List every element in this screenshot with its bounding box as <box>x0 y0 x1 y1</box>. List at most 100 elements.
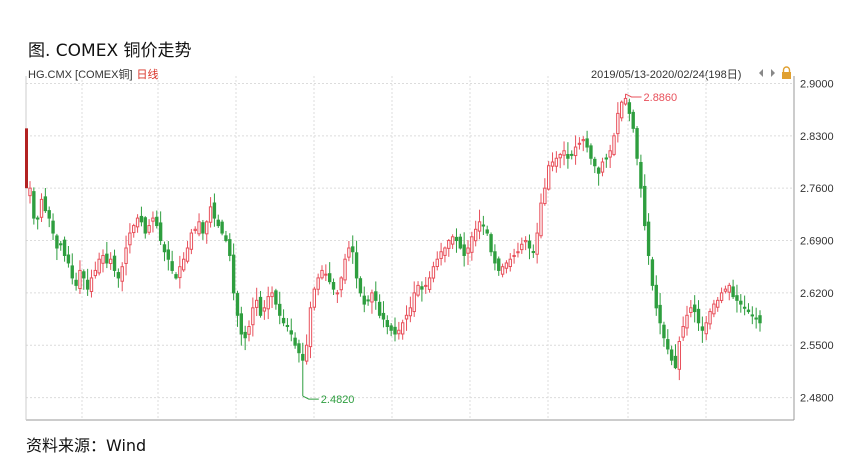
candle-body <box>78 269 82 289</box>
candle-body <box>473 228 478 242</box>
candle-body <box>85 279 90 290</box>
candle-body <box>742 306 747 309</box>
left-arrow-icon[interactable] <box>759 69 763 77</box>
candle-body <box>400 322 405 335</box>
candle-body <box>466 247 470 254</box>
candle-body <box>205 221 209 235</box>
candle-body <box>458 236 463 249</box>
candle-body <box>228 239 232 256</box>
candle-body <box>393 326 397 335</box>
candle-body <box>735 295 739 301</box>
candle-body <box>47 210 51 219</box>
candle-body <box>343 258 347 281</box>
date-range-label: 2019/05/13-2020/02/24(198日) <box>591 69 742 81</box>
candle-body <box>178 266 182 279</box>
candle-body <box>416 284 420 296</box>
candle-body <box>700 326 705 331</box>
candle-body <box>231 254 236 294</box>
lock-icon[interactable] <box>782 66 791 79</box>
candle-body <box>420 286 424 290</box>
candle-body <box>662 324 666 339</box>
y-tick-label: 2.9000 <box>800 78 834 90</box>
candle-body <box>397 329 401 335</box>
candle-body <box>497 258 501 271</box>
candle-body <box>105 253 109 264</box>
candle-body <box>174 274 178 279</box>
candle-body <box>708 311 712 325</box>
candle-body <box>424 284 428 287</box>
candle-body <box>500 266 505 275</box>
candle-body <box>654 284 658 309</box>
candle-body <box>266 296 270 310</box>
candle-body <box>281 317 286 324</box>
candle-body <box>570 153 574 156</box>
candle-body <box>566 154 570 159</box>
candle-body <box>535 232 539 255</box>
y-tick-label: 2.7600 <box>800 183 834 195</box>
candle-body <box>62 239 67 256</box>
candle-body <box>308 307 313 348</box>
candle-body <box>55 235 59 249</box>
candle-body <box>716 299 720 308</box>
candle-body <box>539 202 543 237</box>
candle-body <box>304 344 309 362</box>
candle-body <box>143 217 147 234</box>
candle-body <box>470 236 474 253</box>
candle-body <box>385 320 390 328</box>
candle-body <box>254 299 259 308</box>
candle-body <box>139 215 144 223</box>
candle-body <box>124 247 128 264</box>
candle-body <box>43 196 48 212</box>
candle-body <box>758 315 762 324</box>
leading-bar <box>25 128 28 189</box>
candle-body <box>669 349 674 361</box>
candle-body <box>166 249 171 260</box>
candle-body <box>301 353 305 361</box>
candle-body <box>520 243 524 251</box>
candle-body <box>581 139 585 142</box>
candle-body <box>650 259 655 286</box>
candle-body <box>493 251 497 264</box>
candle-body <box>558 154 562 159</box>
candle-body <box>235 293 240 316</box>
candle-body <box>485 229 489 234</box>
candle-body <box>162 244 167 253</box>
ticker-label: HG.CMX [COMEX铜] 日线 <box>28 66 159 82</box>
range-controls <box>759 66 791 79</box>
candle-body <box>270 292 274 298</box>
candle-body <box>258 296 263 316</box>
candle-body <box>512 254 516 257</box>
candle-body <box>504 262 509 269</box>
candle-body <box>97 258 101 274</box>
y-tick-label: 2.4800 <box>800 393 834 405</box>
candle-body <box>635 128 639 159</box>
candle-body <box>351 246 355 253</box>
candle-body <box>454 236 459 242</box>
candle-body <box>151 217 155 222</box>
candle-body <box>685 314 689 329</box>
period-label[interactable]: 日线 <box>136 69 159 81</box>
candle-body <box>627 102 632 114</box>
candle-body <box>181 258 186 271</box>
candle-body <box>251 307 255 326</box>
candle-body <box>316 277 320 290</box>
candle-body <box>82 271 86 279</box>
candle-body <box>362 295 366 305</box>
candle-body <box>135 217 140 228</box>
candle-body <box>481 224 486 227</box>
candle-body <box>101 254 105 264</box>
candle-body <box>128 232 132 246</box>
right-arrow-icon[interactable] <box>771 69 775 77</box>
candle-body <box>74 279 78 286</box>
candle-body <box>201 222 205 234</box>
candle-body <box>612 135 616 155</box>
candle-body <box>377 301 382 316</box>
candle-body <box>158 222 163 242</box>
candle-body <box>366 299 370 302</box>
candle-body <box>596 167 601 174</box>
candle-body <box>750 314 755 317</box>
candle-body <box>66 254 71 264</box>
candle-body <box>443 247 447 256</box>
candle-body <box>327 273 332 283</box>
